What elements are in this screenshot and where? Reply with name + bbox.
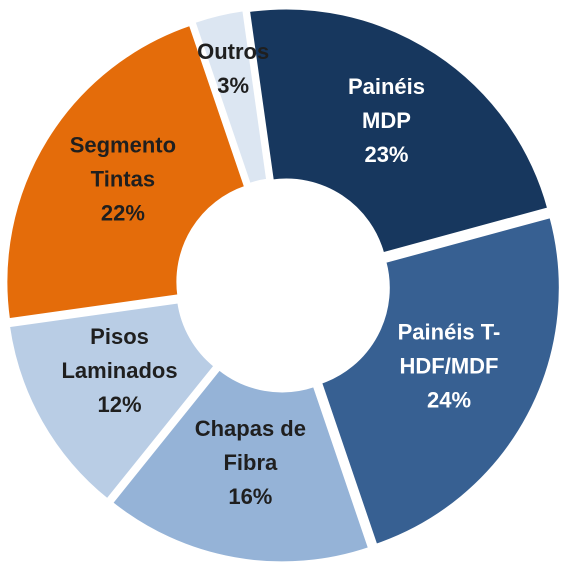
donut-slice (6, 300, 218, 503)
slice-label: Segmento Tintas (70, 132, 176, 191)
slice-label-line: MDP (362, 108, 411, 133)
slice-label-line: HDF/MDF (400, 353, 499, 378)
slice-label-line: Pisos (90, 324, 149, 349)
value-label: 16% (228, 484, 272, 509)
slice-label-line: Chapas de (195, 416, 306, 441)
donut-slice (109, 366, 372, 565)
slice-label-line: Segmento (70, 132, 176, 157)
slice-label: Pisos Laminados (61, 324, 177, 383)
slice-label-line: Fibra (223, 450, 278, 475)
donut-slice (318, 214, 562, 548)
slice-label-line: Laminados (61, 358, 177, 383)
value-label: 24% (427, 387, 471, 412)
donut-slice (192, 8, 270, 187)
value-label: 22% (101, 200, 145, 225)
slice-label-line: Painéis T- (398, 319, 501, 344)
slice-label-line: Outros (197, 39, 269, 64)
slice-label-line: Painéis (348, 74, 425, 99)
value-label: 3% (217, 73, 249, 98)
slice-label: Outros (197, 39, 269, 64)
slice-label-line: Tintas (91, 166, 155, 191)
slice-label: Painéis MDP (348, 74, 425, 133)
value-label: 12% (98, 392, 142, 417)
donut-slice (4, 22, 248, 322)
slice-label: Painéis T- HDF/MDF (398, 319, 501, 378)
donut-slice (246, 6, 551, 256)
slice-label: Chapas de Fibra (195, 416, 306, 475)
value-label: 23% (364, 142, 408, 167)
